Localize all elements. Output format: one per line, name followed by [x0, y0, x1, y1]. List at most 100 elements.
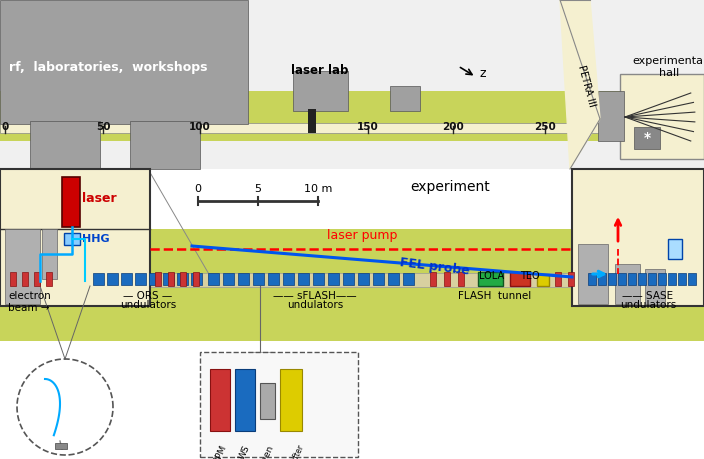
Bar [130, 121, 200, 169]
Text: electron
beam →: electron beam → [8, 291, 51, 313]
Bar [634, 127, 660, 149]
Text: undulators: undulators [620, 300, 676, 310]
Bar [388, 273, 399, 285]
Bar [648, 273, 656, 285]
Bar [260, 383, 275, 419]
Bar [155, 272, 161, 286]
Bar [444, 272, 450, 286]
Bar [223, 273, 234, 285]
Bar [688, 273, 696, 285]
Bar [608, 273, 616, 285]
Bar [615, 264, 640, 304]
Bar [34, 272, 40, 286]
Bar [403, 273, 414, 285]
Bar [268, 273, 279, 285]
Bar [46, 272, 52, 286]
Bar [645, 269, 665, 304]
Text: FEL probe: FEL probe [399, 256, 471, 278]
Bar [238, 273, 249, 285]
Bar [200, 352, 358, 457]
Bar [283, 273, 294, 285]
Text: BPM: BPM [212, 444, 228, 459]
Bar [135, 273, 146, 285]
Bar [578, 244, 608, 304]
Bar [678, 273, 686, 285]
Bar [55, 443, 67, 449]
Text: 5: 5 [255, 184, 261, 194]
Bar [343, 273, 354, 285]
Bar [478, 272, 503, 286]
Bar [180, 272, 186, 286]
Text: laser: laser [82, 192, 117, 206]
Text: PETRA III: PETRA III [576, 64, 596, 108]
Bar [510, 272, 530, 286]
Bar [0, 229, 704, 341]
Bar [0, 123, 600, 133]
Bar [598, 91, 624, 141]
Text: 100: 100 [189, 122, 211, 132]
Bar [10, 272, 16, 286]
Text: *: * [643, 131, 650, 145]
Bar [373, 273, 384, 285]
Bar [293, 71, 348, 111]
Bar [0, 169, 150, 306]
Bar [62, 177, 80, 227]
Text: 150: 150 [357, 122, 379, 132]
Text: WS: WS [238, 444, 252, 459]
Bar [0, 0, 704, 169]
Bar [658, 273, 666, 285]
Text: TEO: TEO [520, 271, 540, 281]
Text: z: z [479, 67, 486, 80]
Bar [121, 273, 132, 285]
Bar [298, 273, 309, 285]
Bar [42, 229, 57, 279]
Bar [163, 273, 174, 285]
Text: experimental
hall: experimental hall [632, 56, 704, 78]
Text: HHG: HHG [82, 234, 110, 244]
Text: rf,  laboratories,  workshops: rf, laboratories, workshops [8, 61, 207, 73]
Text: undulators: undulators [287, 300, 343, 310]
Bar [22, 272, 28, 286]
Bar [572, 169, 704, 306]
Text: 0: 0 [1, 122, 8, 132]
Bar [107, 273, 118, 285]
Bar [64, 233, 80, 245]
Bar [668, 273, 676, 285]
Bar [620, 74, 704, 159]
Bar [208, 273, 219, 285]
Bar [235, 369, 255, 431]
Text: —— sFLASH——: —— sFLASH—— [273, 291, 357, 301]
Text: 250: 250 [534, 122, 556, 132]
Bar [30, 121, 100, 169]
Bar [328, 273, 339, 285]
Bar [5, 229, 40, 304]
Text: —— SASE: —— SASE [622, 291, 674, 301]
Bar [0, 91, 704, 141]
Bar [0, 0, 248, 124]
Text: FLASH  tunnel: FLASH tunnel [458, 291, 532, 301]
Bar [430, 272, 436, 286]
Text: laser pump: laser pump [327, 229, 397, 242]
Bar [588, 273, 596, 285]
Bar [191, 273, 202, 285]
Bar [193, 272, 199, 286]
Text: laser lab: laser lab [291, 65, 348, 78]
Bar [598, 273, 606, 285]
Bar [0, 273, 704, 287]
Bar [308, 109, 316, 133]
Bar [210, 369, 230, 431]
Text: Phase shifter: Phase shifter [277, 444, 306, 459]
Bar [0, 169, 704, 459]
Bar [628, 273, 636, 285]
Bar [537, 274, 549, 286]
Bar [313, 273, 324, 285]
Text: 200: 200 [442, 122, 464, 132]
Bar [618, 273, 626, 285]
Text: LOLA: LOLA [479, 271, 505, 281]
Text: — ORS —: — ORS — [123, 291, 172, 301]
Text: 0: 0 [194, 184, 201, 194]
Text: 10 m: 10 m [304, 184, 332, 194]
Bar [168, 272, 174, 286]
Bar [253, 273, 264, 285]
Bar [668, 239, 682, 259]
